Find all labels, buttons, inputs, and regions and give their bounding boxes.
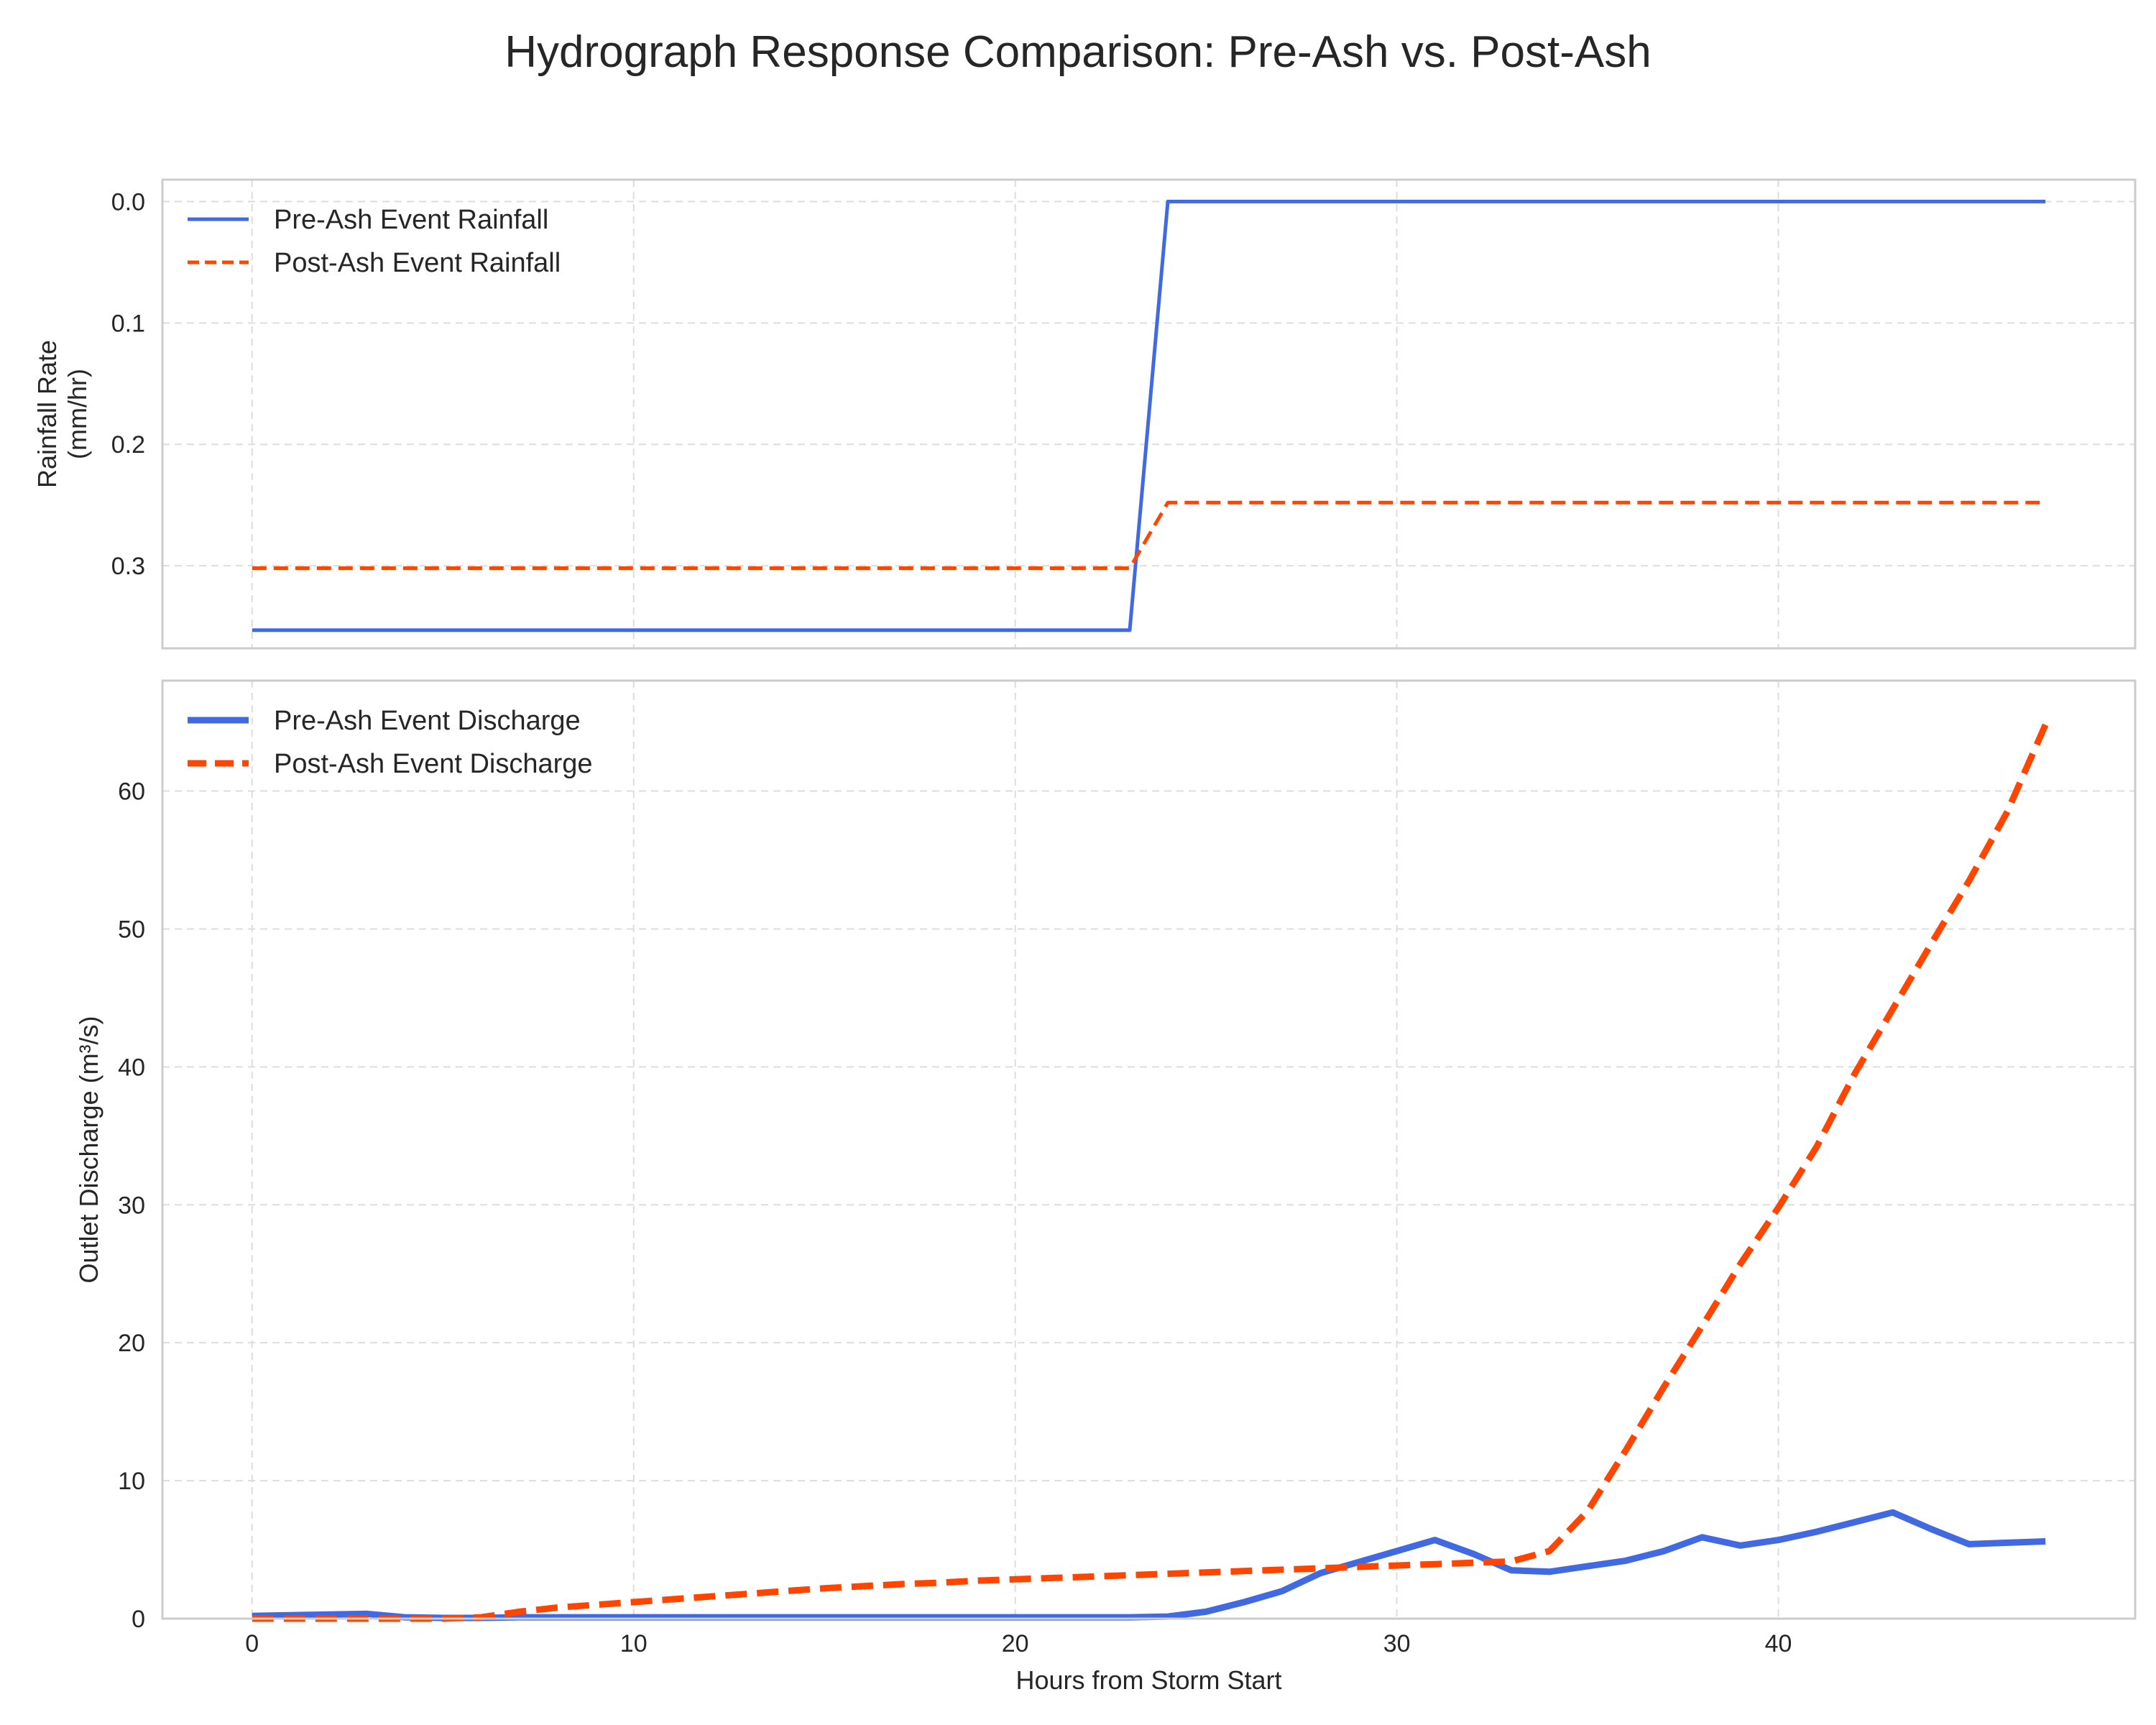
panel-2: 0 10 20 30 40 50 60 0 10 20 30 40 Pre-Ash Event Disc… (74, 679, 2137, 1695)
x-tick-label: 0 (245, 1630, 259, 1657)
series-line-pre-ash-event-discharge (252, 1509, 2046, 1622)
y-tick-label: 60 (118, 778, 145, 806)
y-tick-label: 50 (118, 916, 145, 943)
y-axis-title: Outlet Discharge (m³/s) (74, 1016, 103, 1283)
legend-label: Pre-Ash Event Discharge (274, 706, 581, 736)
y-tick-label: 0.2 (111, 431, 145, 459)
panel-frame (161, 178, 2137, 650)
y-tick-label: 0.0 (111, 188, 145, 216)
x-tick-label: 10 (620, 1630, 648, 1657)
legend-label: Post-Ash Event Rainfall (274, 248, 561, 278)
chart-title: Hydrograph Response Comparison: Pre-Ash … (505, 27, 1651, 77)
x-tick-label: 20 (1002, 1630, 1029, 1657)
y-tick-label: 30 (118, 1192, 145, 1219)
y-tick-label: 0.1 (111, 310, 145, 337)
y-tick-label: 20 (118, 1330, 145, 1357)
y-tick-label: 0 (132, 1606, 145, 1633)
series-line-post-ash-event-rainfall (252, 500, 2046, 570)
x-tick-label: 30 (1383, 1630, 1411, 1657)
panel-frame (161, 679, 2137, 1620)
legend: Pre-Ash Event Rainfall Post-Ash Event Rai… (188, 205, 561, 278)
panel-1: 0.0 0.1 0.2 0.3 Pre-Ash Event Rainfall Post-A… (32, 178, 2137, 650)
y-axis-title: Rainfall Rate (32, 340, 62, 488)
legend-label: Pre-Ash Event Rainfall (274, 205, 548, 235)
grid-lines (162, 681, 2135, 1619)
x-tick-label: 40 (1765, 1630, 1792, 1657)
x-axis-title: Hours from Storm Start (1015, 1665, 1281, 1695)
legend-label: Post-Ash Event Discharge (274, 749, 593, 779)
legend: Pre-Ash Event Discharge Post-Ash Event Di… (188, 706, 593, 779)
y-tick-label: 0.3 (111, 553, 145, 580)
series-line-post-ash-event-discharge (252, 723, 2049, 1622)
y-axis-title: (mm/hr) (63, 369, 92, 459)
y-tick-label: 40 (118, 1054, 145, 1081)
y-tick-label: 10 (118, 1468, 145, 1495)
series-line-pre-ash-event-rainfall (252, 199, 2046, 632)
